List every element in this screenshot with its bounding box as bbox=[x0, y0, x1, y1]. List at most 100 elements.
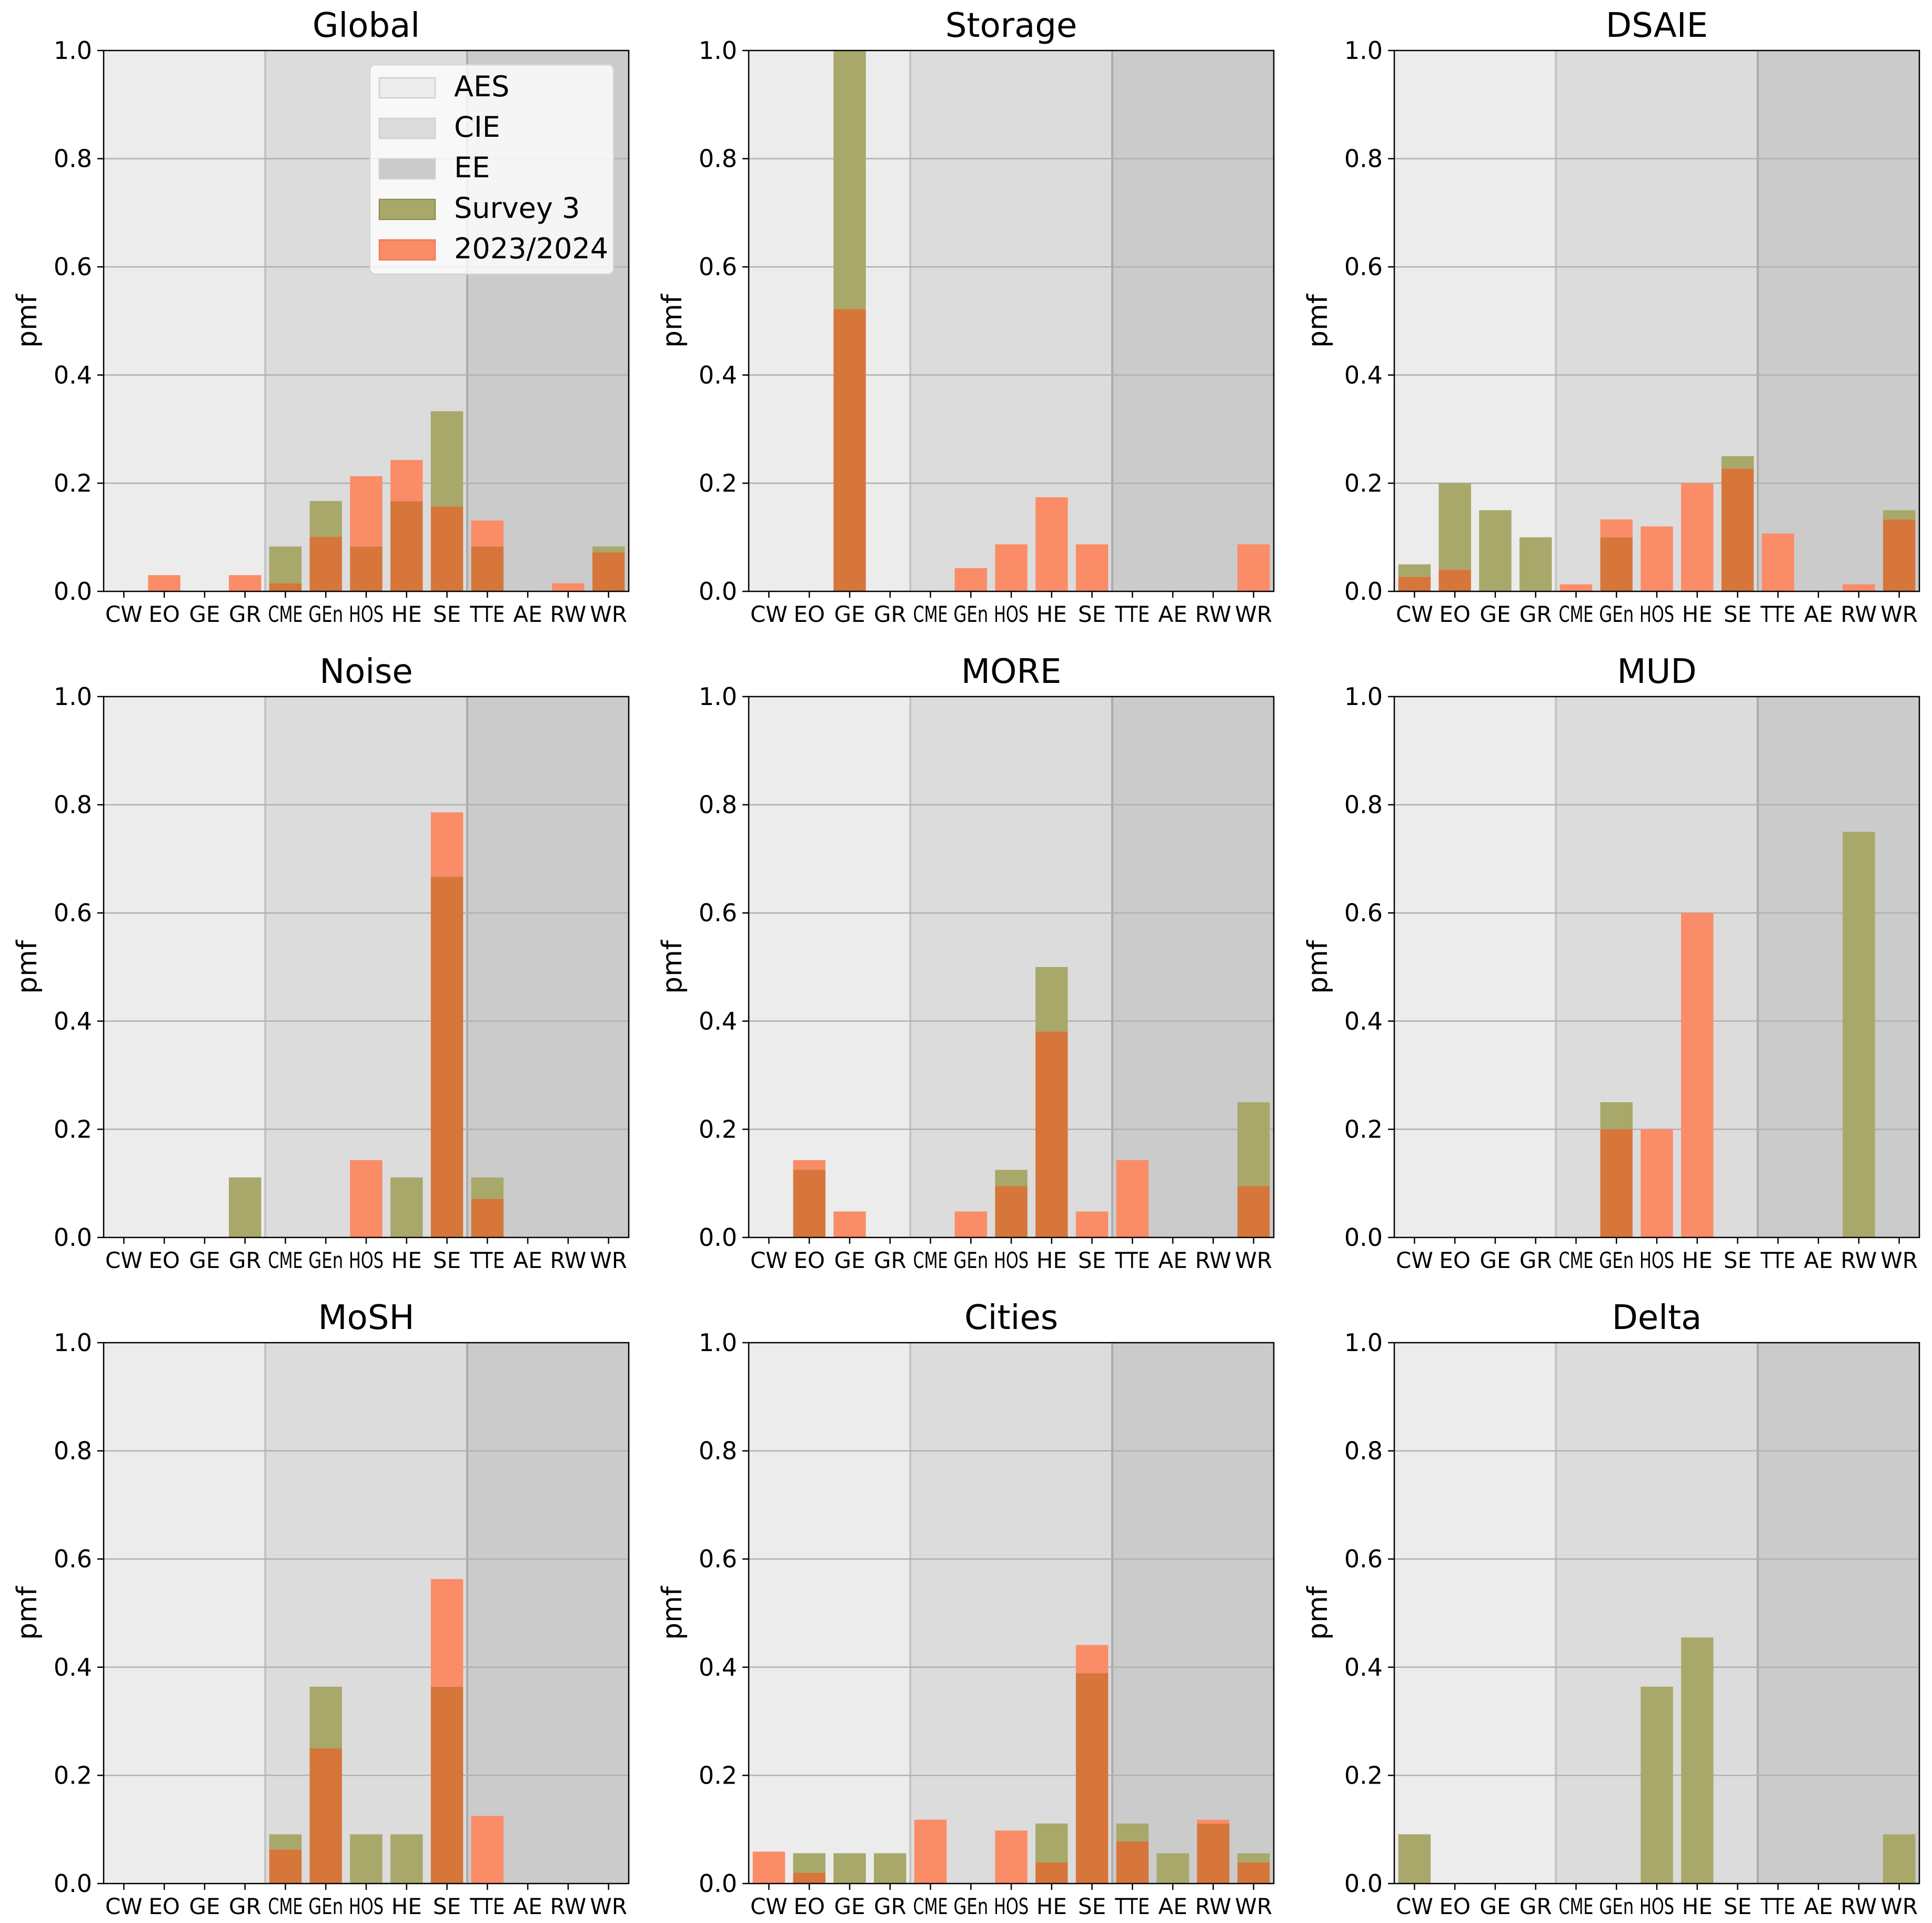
bar-survey-3 bbox=[1398, 1834, 1431, 1884]
y-tick-label: 0.2 bbox=[699, 469, 737, 497]
x-tick-label: HOS bbox=[349, 1247, 384, 1273]
bar-overlap bbox=[309, 1748, 342, 1884]
y-tick-label: 1.0 bbox=[54, 682, 92, 711]
bar-2023-2024 bbox=[1075, 1645, 1109, 1674]
bar-2023-2024 bbox=[1641, 1129, 1673, 1237]
bar-2023-2024 bbox=[954, 568, 987, 591]
legend-swatch bbox=[378, 158, 436, 180]
chart-panel-noise: 0.0 0.2 0.4 0.6 0.8 1.0 CW EO GE GR CME GEn HOS HE SE T… bbox=[12, 652, 630, 1273]
x-tick-label: AE bbox=[513, 1894, 542, 1919]
x-tick-label: TTE bbox=[1760, 1247, 1795, 1273]
y-tick-label: 0.0 bbox=[54, 1869, 92, 1898]
bar-2023-2024 bbox=[1681, 913, 1714, 1237]
y-tick-label: 1.0 bbox=[1344, 1328, 1383, 1357]
x-tick-label: HOS bbox=[994, 1247, 1029, 1273]
bar-2023-2024 bbox=[430, 812, 464, 877]
bar-survey-3 bbox=[1438, 483, 1471, 570]
bar-overlap bbox=[1721, 468, 1754, 591]
bar-overlap bbox=[1237, 1186, 1270, 1237]
bar-2023-2024 bbox=[1762, 533, 1795, 591]
group-band-ee bbox=[467, 697, 629, 1237]
x-tick-label: HE bbox=[1682, 601, 1713, 627]
x-tick-label: EO bbox=[148, 601, 180, 627]
x-tick-label: TTE bbox=[1114, 601, 1150, 627]
x-tick-label: GE bbox=[834, 601, 865, 627]
x-tick-label: SE bbox=[1078, 1894, 1106, 1919]
bar-overlap bbox=[1600, 537, 1633, 591]
bar-survey-3 bbox=[833, 51, 866, 309]
x-tick-label: GE bbox=[1480, 601, 1511, 627]
x-tick-label: CW bbox=[750, 1247, 788, 1273]
bar-overlap bbox=[1883, 519, 1916, 591]
bar-overlap bbox=[1398, 577, 1431, 591]
x-tick-label: HOS bbox=[994, 1894, 1029, 1919]
chart-panel-more: 0.0 0.2 0.4 0.6 0.8 1.0 CW EO GE GR CME GEn HOS HE SE T… bbox=[657, 652, 1275, 1273]
bar-2023-2024 bbox=[1035, 497, 1068, 591]
x-tick-label: EO bbox=[793, 601, 825, 627]
bar-2023-2024 bbox=[1600, 519, 1633, 538]
x-tick-label: GEn bbox=[308, 1894, 343, 1919]
x-tick-label: RW bbox=[1840, 1894, 1877, 1919]
y-tick-label: 0.4 bbox=[54, 361, 92, 389]
bar-survey-3 bbox=[269, 546, 302, 583]
panel-title: MoSH bbox=[318, 1298, 414, 1337]
panel-title: MUD bbox=[1617, 652, 1696, 691]
y-tick-label: 0.8 bbox=[699, 791, 737, 819]
bar-overlap bbox=[269, 583, 302, 591]
bar-survey-3 bbox=[793, 1853, 826, 1873]
x-tick-label: HOS bbox=[994, 601, 1029, 627]
y-tick-label: 1.0 bbox=[1344, 36, 1383, 65]
y-tick-label: 0.0 bbox=[699, 1869, 737, 1898]
y-tick-label: 0.4 bbox=[54, 1653, 92, 1682]
y-axis-label: pmf bbox=[657, 939, 688, 994]
chart-panel-mud: 0.0 0.2 0.4 0.6 0.8 1.0 CW EO GE GR CME GEn HOS HE SE T… bbox=[1302, 652, 1920, 1273]
y-tick-label: 0.8 bbox=[1344, 145, 1383, 173]
y-tick-label: 0.2 bbox=[54, 1761, 92, 1789]
x-tick-label: WR bbox=[590, 1247, 627, 1273]
bar-overlap bbox=[592, 552, 625, 591]
bar-2023-2024 bbox=[995, 544, 1028, 591]
y-tick-label: 1.0 bbox=[699, 682, 737, 711]
bar-survey-3 bbox=[1641, 1686, 1673, 1884]
x-tick-label: GEn bbox=[953, 601, 988, 627]
y-tick-label: 0.6 bbox=[54, 253, 92, 281]
x-tick-label: CME bbox=[913, 601, 948, 627]
bar-overlap bbox=[793, 1872, 826, 1884]
group-band-ee bbox=[1112, 1343, 1274, 1884]
x-tick-label: GE bbox=[189, 1247, 220, 1273]
group-band-aes bbox=[749, 1343, 911, 1884]
x-tick-label: RW bbox=[550, 1894, 586, 1919]
y-tick-label: 0.2 bbox=[1344, 469, 1383, 497]
y-axis-label: pmf bbox=[12, 939, 43, 994]
bar-2023-2024 bbox=[350, 1160, 383, 1237]
x-tick-label: GR bbox=[1520, 1247, 1552, 1273]
x-tick-label: HE bbox=[391, 1247, 422, 1273]
y-tick-label: 0.2 bbox=[1344, 1115, 1383, 1143]
y-tick-label: 0.0 bbox=[54, 577, 92, 606]
y-tick-label: 1.0 bbox=[699, 36, 737, 65]
x-tick-label: AE bbox=[1804, 1894, 1833, 1919]
y-tick-label: 0.4 bbox=[699, 1007, 737, 1035]
bar-overlap bbox=[1075, 1673, 1109, 1884]
x-tick-label: GR bbox=[229, 601, 261, 627]
chart-panel-storage: 0.0 0.2 0.4 0.6 0.8 1.0 CW EO GE GR CME GEn HOS HE SE T… bbox=[657, 6, 1275, 627]
x-tick-label: GR bbox=[874, 601, 907, 627]
bar-2023-2024 bbox=[1681, 483, 1714, 591]
x-tick-label: EO bbox=[1439, 1247, 1471, 1273]
x-tick-label: RW bbox=[550, 1247, 586, 1273]
x-tick-label: CME bbox=[268, 1247, 303, 1273]
y-tick-label: 0.4 bbox=[699, 1653, 737, 1682]
bar-survey-3 bbox=[1681, 1637, 1714, 1884]
bar-overlap bbox=[833, 309, 866, 591]
bar-overlap bbox=[793, 1170, 826, 1237]
x-tick-label: WR bbox=[590, 601, 627, 627]
y-tick-label: 0.8 bbox=[54, 791, 92, 819]
bar-2023-2024 bbox=[471, 1816, 504, 1884]
legend-swatch bbox=[378, 198, 436, 220]
y-tick-label: 0.6 bbox=[699, 253, 737, 281]
y-tick-label: 0.8 bbox=[1344, 1437, 1383, 1465]
x-tick-label: HE bbox=[1037, 601, 1067, 627]
x-tick-label: AE bbox=[1804, 601, 1833, 627]
bar-overlap bbox=[390, 501, 423, 591]
